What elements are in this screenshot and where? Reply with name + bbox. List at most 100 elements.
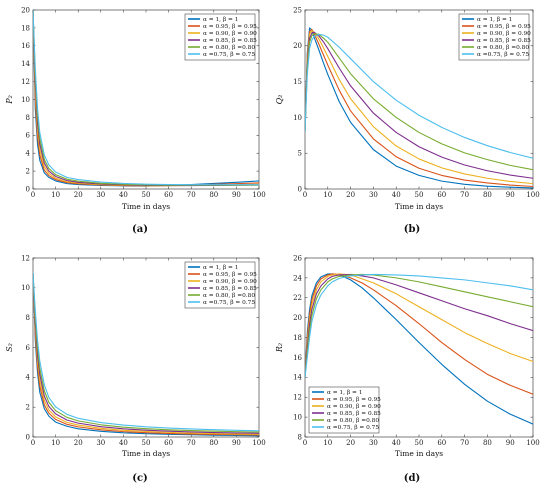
y-tick-label: 14 — [293, 374, 302, 382]
x-tick-label: 10 — [323, 439, 332, 447]
series-line — [305, 28, 533, 188]
x-tick-label: 60 — [437, 191, 446, 199]
panel-caption: (d) — [404, 473, 420, 484]
y-tick-label: 20 — [293, 314, 302, 322]
panel-caption: (b) — [404, 224, 420, 235]
x-tick-label: 60 — [437, 439, 446, 447]
series-line — [305, 273, 533, 395]
legend-entry: α = 0.80, β =0.80 — [327, 418, 379, 424]
y-tick-label: 10 — [293, 114, 302, 122]
y-tick-label: 14 — [21, 60, 30, 68]
legend-entry: α = 1, β = 1 — [203, 17, 238, 23]
y-tick-label: 8 — [298, 433, 302, 441]
legend-box — [458, 13, 530, 61]
y-tick-label: 5 — [298, 150, 302, 158]
x-tick-label: 60 — [164, 439, 173, 447]
x-tick-label: 30 — [369, 191, 378, 199]
x-tick-label: 20 — [346, 191, 355, 199]
series-line — [33, 272, 259, 436]
x-tick-label: 100 — [252, 439, 265, 447]
series-line — [33, 272, 259, 435]
x-tick-label: 90 — [232, 439, 241, 447]
panel-caption: (c) — [132, 473, 148, 484]
series-line — [33, 272, 259, 437]
y-tick-label: 2 — [26, 404, 30, 412]
legend-entry: α = 0.85, β = 0.85 — [203, 38, 257, 44]
y-tick-label: 2 — [26, 168, 30, 176]
legend: α = 1, β = 1α = 0.95, β = 0.95α = 0.90, … — [184, 13, 257, 61]
y-tick-label: 16 — [293, 354, 302, 362]
y-tick-label: 0 — [298, 185, 302, 193]
x-tick-label: 70 — [460, 439, 469, 447]
x-tick-label: 40 — [119, 191, 128, 199]
x-tick-label: 40 — [392, 191, 401, 199]
legend-entry: α = 0.90, β = 0.90 — [203, 31, 257, 37]
x-tick-label: 20 — [74, 439, 83, 447]
panel-caption: (a) — [132, 224, 148, 235]
series-line — [33, 272, 259, 434]
y-tick-label: 18 — [21, 24, 30, 32]
x-tick-label: 10 — [51, 191, 60, 199]
legend: α = 1, β = 1α = 0.95, β = 0.95α = 0.90, … — [458, 13, 531, 61]
legend-entry: α = 0.95, β = 0.95 — [327, 397, 381, 403]
series-line — [305, 30, 533, 185]
x-tick-label: 70 — [460, 191, 469, 199]
y-tick-label: 4 — [26, 150, 31, 158]
y-tick-label: 12 — [21, 254, 30, 262]
legend-entry: α =0.75, β = 0.75 — [203, 52, 255, 58]
series-line — [305, 273, 533, 425]
y-tick-label: 6 — [26, 132, 31, 140]
x-tick-label: 80 — [209, 191, 218, 199]
x-tick-label: 0 — [303, 439, 307, 447]
series-line — [305, 31, 533, 179]
y-tick-label: 16 — [21, 42, 30, 50]
legend-entry: α = 0.95, β = 0.95 — [203, 272, 257, 278]
legend-entry: α = 0.90, β = 0.90 — [327, 404, 381, 410]
x-tick-label: 80 — [483, 439, 492, 447]
x-tick-label: 20 — [346, 439, 355, 447]
x-tick-label: 60 — [164, 191, 173, 199]
y-axis-label: S₂ — [5, 343, 14, 352]
x-tick-label: 0 — [31, 191, 35, 199]
legend-entry: α = 0.85, β = 0.85 — [327, 411, 381, 417]
x-tick-label: 80 — [483, 191, 492, 199]
x-axis-label: Time in days — [122, 449, 170, 458]
legend-entry: α = 1, β = 1 — [327, 390, 362, 396]
x-tick-label: 100 — [526, 439, 539, 447]
legend-entry: α = 0.80, β =0.80 — [203, 293, 255, 299]
x-axis-label: Time in days — [395, 449, 443, 458]
series-line — [33, 272, 259, 433]
y-tick-label: 10 — [293, 414, 302, 422]
x-tick-label: 100 — [252, 191, 265, 199]
x-tick-label: 70 — [187, 439, 196, 447]
y-tick-label: 12 — [293, 394, 302, 402]
chart-panel-c: 0 10 20 30 40 50 60 70 80 90 100 0 2 4 6 8 10 12 Time in d… — [5, 254, 266, 484]
legend-box — [308, 386, 380, 434]
legend-entry: α = 0.90, β = 0.90 — [477, 31, 531, 37]
legend-entry: α = 1, β = 1 — [203, 265, 238, 271]
x-tick-label: 0 — [303, 191, 307, 199]
x-tick-label: 50 — [415, 191, 424, 199]
legend-entry: α = 1, β = 1 — [477, 17, 512, 23]
x-axis-label: Time in days — [122, 202, 170, 211]
series-line — [305, 273, 533, 378]
x-tick-label: 0 — [31, 439, 35, 447]
x-axis-label: Time in days — [395, 202, 443, 211]
chart-panel-d: 0 10 20 30 40 50 60 70 80 90 100 8 10 12 14 16 18 20 22 24 2… — [275, 254, 540, 484]
x-tick-label: 90 — [506, 439, 515, 447]
x-tick-label: 70 — [187, 191, 196, 199]
x-tick-label: 30 — [96, 439, 105, 447]
x-tick-label: 30 — [369, 439, 378, 447]
y-tick-label: 22 — [293, 294, 302, 302]
series-line — [305, 33, 533, 159]
x-tick-label: 20 — [74, 191, 83, 199]
y-axis-label: R₂ — [275, 343, 284, 353]
y-tick-label: 15 — [293, 78, 302, 86]
y-tick-label: 18 — [293, 334, 302, 342]
y-tick-label: 20 — [21, 6, 30, 14]
y-tick-label: 10 — [21, 284, 30, 292]
x-tick-label: 50 — [142, 191, 151, 199]
y-tick-label: 12 — [21, 78, 30, 86]
legend-entry: α =0.75, β = 0.75 — [327, 425, 379, 431]
